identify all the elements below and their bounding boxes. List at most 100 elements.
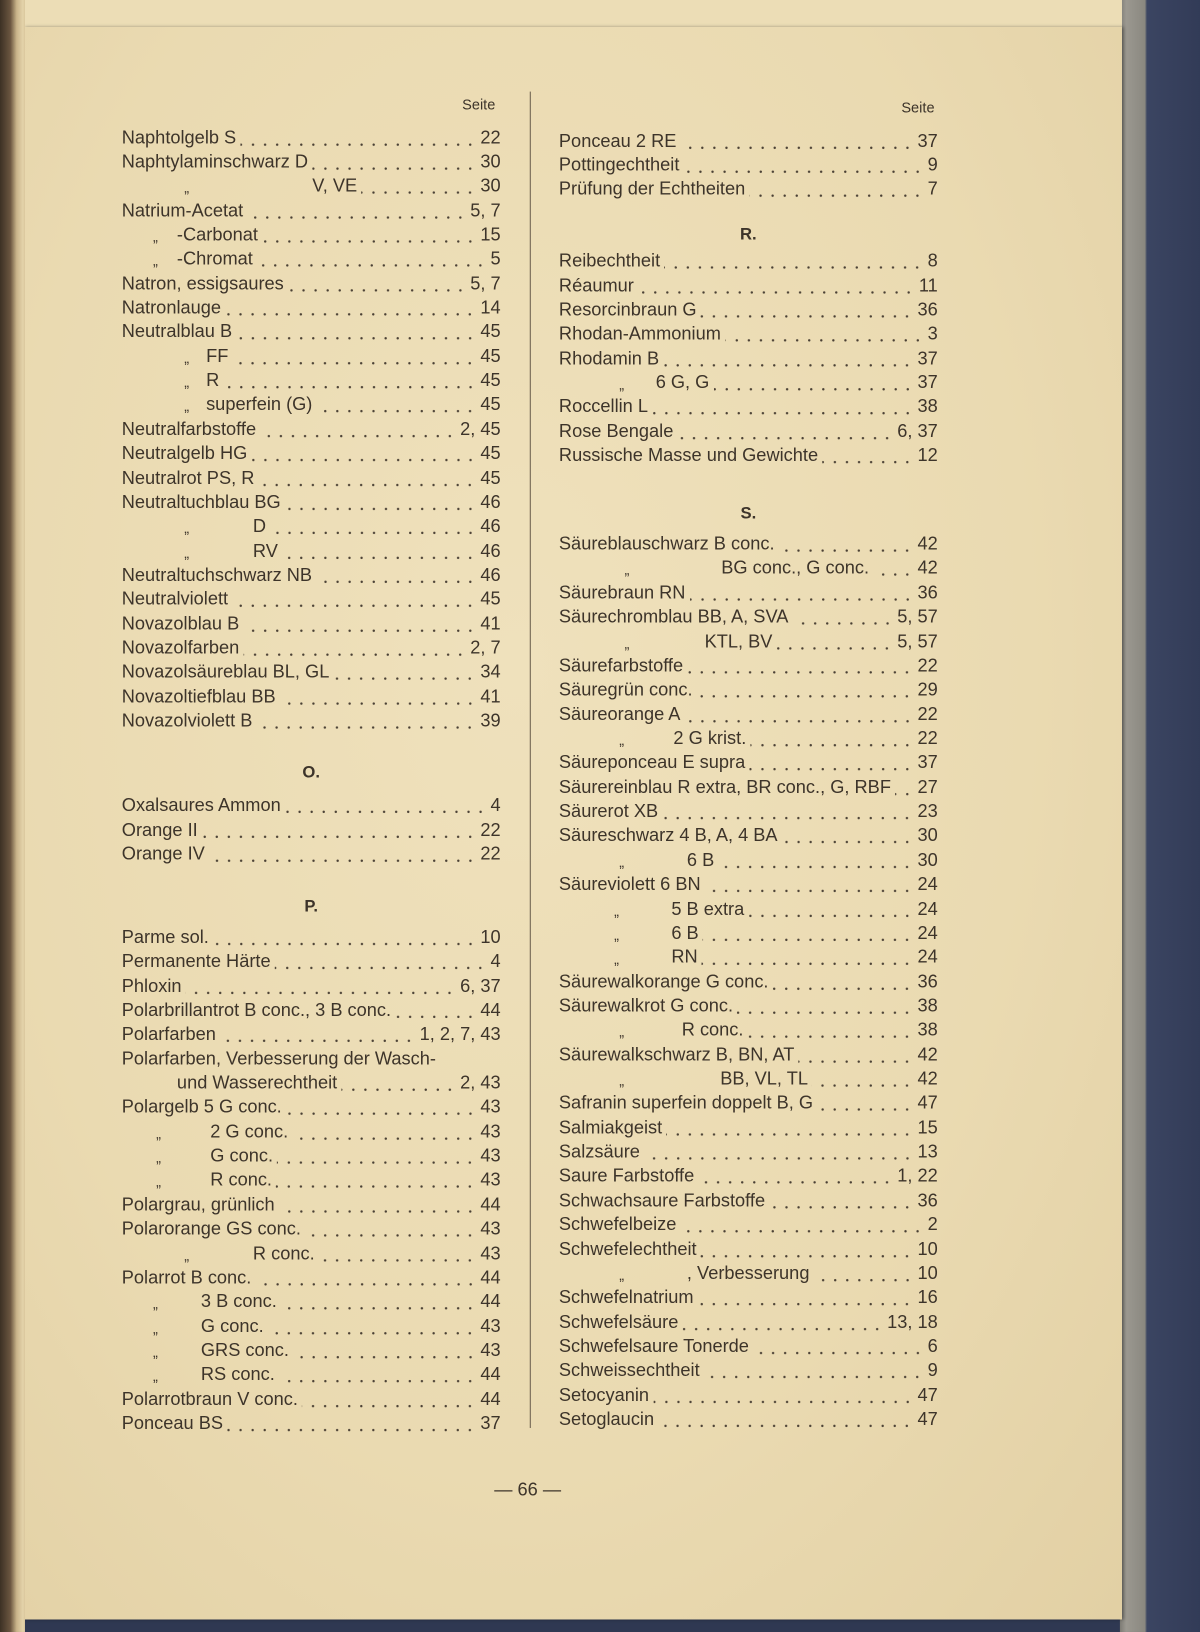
index-entry: „ -Carbonat 15 bbox=[153, 222, 501, 247]
index-entry: Säuregrün conc. 29 bbox=[559, 677, 938, 702]
entry-label: Neutralviolett bbox=[121, 588, 229, 610]
entry-page-number: 41 bbox=[480, 612, 501, 634]
index-entry: Säurefarbstoffe 22 bbox=[558, 653, 938, 678]
index-entry: Neutralfarbstoffe 2, 45 bbox=[121, 417, 501, 442]
index-entry: Säureblauschwarz B conc. 42 bbox=[559, 531, 938, 556]
entry-page-number: 36 bbox=[917, 970, 938, 992]
entry-label: -Chromat bbox=[176, 248, 253, 269]
dot-leader bbox=[185, 973, 456, 998]
entry-label: Neutralfarbstoffe bbox=[121, 418, 257, 440]
ditto-mark: „ bbox=[614, 926, 619, 943]
dot-leader bbox=[776, 629, 894, 654]
index-entry: Polarrot B conc. 44 bbox=[122, 1265, 501, 1290]
entry-label: Reibechtheit bbox=[558, 250, 661, 271]
entry-label: RN bbox=[671, 946, 698, 968]
entry-page-number: 30 bbox=[917, 849, 938, 870]
entry-page-number: 43 bbox=[480, 1169, 501, 1191]
entry-label: Naphtylaminschwarz D bbox=[121, 150, 309, 172]
entry-page-number: 27 bbox=[917, 776, 938, 797]
index-entry: und Wasserechtheit 2, 43 bbox=[177, 1070, 501, 1095]
entry-page-number: 37 bbox=[917, 347, 938, 369]
entry-page-number: 36 bbox=[917, 581, 938, 603]
entry-label: RV bbox=[252, 539, 278, 561]
index-entry: „ R conc. 43 bbox=[184, 1241, 501, 1266]
index-entry: Ponceau 2 RE 37 bbox=[559, 128, 938, 153]
entry-label: Polarfarben bbox=[121, 1023, 216, 1045]
entry-label: 6 B bbox=[686, 849, 715, 870]
entry-label: Russische Masse und Gewichte bbox=[558, 444, 819, 466]
entry-label: Polarbrillantrot B conc., 3 B conc. bbox=[121, 999, 392, 1020]
index-entry: Polarfarben, Verbesserung der Wasch- bbox=[122, 1047, 501, 1071]
entry-label: Säurewalkrot G conc. bbox=[558, 994, 734, 1016]
entry-page-number: 44 bbox=[480, 1363, 501, 1385]
index-entry: Neutralrot PS, R 45 bbox=[122, 465, 501, 490]
entry-page-number: 12 bbox=[917, 444, 938, 466]
dot-leader bbox=[704, 872, 914, 897]
dot-leader bbox=[682, 1309, 883, 1334]
entry-label: KTL, BV bbox=[704, 630, 773, 652]
dot-leader bbox=[293, 1338, 477, 1363]
ditto-mark: „ bbox=[184, 398, 190, 415]
entry-page-number: 38 bbox=[917, 1019, 938, 1041]
dot-leader bbox=[687, 653, 914, 678]
index-entry: „ KTL, BV 5, 57 bbox=[624, 629, 938, 654]
dot-leader bbox=[778, 531, 914, 556]
dot-leader bbox=[662, 799, 914, 824]
section-heading: R. bbox=[740, 225, 757, 244]
entry-label: Säureponceau E supra bbox=[558, 751, 746, 773]
entry-label: Novazolblau B bbox=[121, 612, 240, 634]
ditto-mark: „ bbox=[619, 375, 625, 393]
ditto-mark: „ bbox=[624, 561, 630, 579]
index-entry: „ G conc. 43 bbox=[153, 1314, 501, 1339]
dot-leader bbox=[292, 1119, 477, 1144]
entry-label: 2 G conc. bbox=[210, 1120, 289, 1142]
entry-page-number: 45 bbox=[480, 442, 501, 464]
entry-label: Säurechromblau BB, A, SVA bbox=[558, 605, 789, 627]
index-entry: Naphtylaminschwarz D 30 bbox=[121, 149, 501, 174]
dot-leader bbox=[769, 1188, 914, 1213]
dot-leader bbox=[748, 896, 914, 921]
dot-leader bbox=[725, 321, 924, 346]
entry-page-number: 15 bbox=[917, 1116, 938, 1138]
dot-leader bbox=[243, 635, 467, 660]
dot-leader bbox=[251, 441, 477, 466]
index-entry: Russische Masse und Gewichte 12 bbox=[558, 443, 938, 468]
entry-label: R conc. bbox=[681, 1019, 744, 1041]
entry-page-number: 8 bbox=[927, 250, 938, 271]
dot-leader bbox=[277, 1143, 477, 1168]
entry-label: Polarorange GS conc. bbox=[121, 1217, 301, 1239]
entry-label: R conc. bbox=[210, 1169, 272, 1191]
entry-label: 6 G, G bbox=[655, 371, 710, 393]
entry-page-number: 37 bbox=[917, 751, 938, 773]
dot-leader bbox=[208, 841, 477, 866]
entry-page-number: 44 bbox=[480, 1290, 501, 1312]
entry-page-number: 22 bbox=[917, 727, 938, 749]
entry-page-number: 5, 7 bbox=[470, 199, 501, 221]
entry-label: Novazolsäureblau BL, GL bbox=[121, 661, 330, 683]
entry-label: Oxalsaures Ammon bbox=[121, 794, 281, 816]
dot-leader bbox=[236, 319, 477, 344]
entry-page-number: 37 bbox=[917, 129, 938, 151]
ditto-mark: „ bbox=[184, 1246, 190, 1264]
entry-label: R conc. bbox=[252, 1242, 315, 1264]
ditto-mark: „ bbox=[619, 731, 625, 749]
dot-leader bbox=[243, 611, 477, 636]
dot-leader bbox=[260, 417, 456, 442]
entry-label: Phloxin bbox=[121, 974, 182, 996]
index-entry: „ BB, VL, TL 42 bbox=[619, 1066, 938, 1091]
ditto-mark: „ bbox=[619, 853, 625, 870]
dot-leader bbox=[703, 1358, 924, 1383]
entry-page-number: 47 bbox=[917, 1383, 938, 1405]
entry-label: R bbox=[206, 369, 220, 391]
entry-label: Säurefarbstoffe bbox=[558, 654, 684, 676]
index-entry: Säurebraun RN 36 bbox=[559, 580, 938, 605]
dot-leader bbox=[750, 726, 914, 751]
dot-leader bbox=[822, 443, 914, 468]
entry-page-number: 29 bbox=[917, 678, 938, 700]
index-entry: Polarrotbraun V conc. 44 bbox=[122, 1387, 501, 1411]
dot-leader bbox=[270, 514, 477, 539]
entry-label: Safranin superfein doppelt B, G bbox=[558, 1092, 814, 1114]
index-entry: Säureorange A 22 bbox=[559, 702, 938, 727]
entry-label: D bbox=[252, 515, 267, 537]
